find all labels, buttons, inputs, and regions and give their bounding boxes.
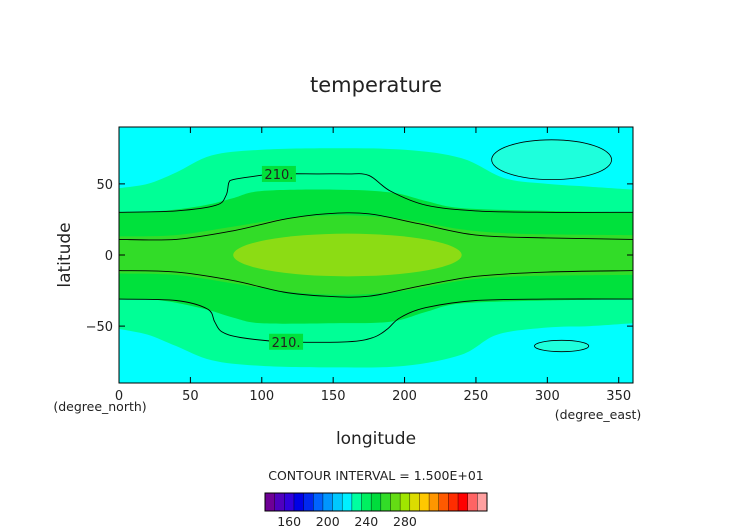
colorbar-swatch-2 (274, 493, 285, 511)
colorbar-swatch-23 (477, 493, 488, 511)
contour-interval-note: CONTOUR INTERVAL = 1.500E+01 (268, 468, 484, 483)
contour-label-bg-1 (261, 165, 296, 182)
colorbar-swatch-10 (351, 493, 362, 511)
contour-label-2: 210. (272, 336, 301, 351)
colorbar-swatch-7 (322, 493, 333, 511)
x-tick-label-50: 50 (182, 389, 199, 404)
contour-line-225-south (119, 270, 633, 298)
colorbar-label-280: 280 (393, 514, 417, 529)
x-axis-ticks: 0 50 100 150 200 250 300 350 (115, 127, 631, 404)
shade-core-240-255 (233, 233, 462, 277)
x-tick-label-200: 200 (392, 389, 417, 404)
x-tick-label-100: 100 (249, 389, 274, 404)
contour-line-210-south (119, 298, 633, 343)
y-axis-unit: (degree_north) (53, 399, 146, 414)
cold-cell-2 (534, 339, 590, 353)
x-tick-label-250: 250 (464, 389, 489, 404)
y-axis-label: latitude (55, 222, 75, 287)
colorbar-swatch-11 (361, 493, 372, 511)
colorbar-swatch-21 (458, 493, 468, 511)
colorbar-swatch-12 (371, 493, 382, 511)
colorbar-swatch-16 (409, 493, 420, 511)
x-tick-label-150: 150 (321, 389, 346, 404)
colorbar-swatch-17 (419, 493, 430, 511)
colorbar-swatch-19 (438, 493, 449, 511)
colorbar-swatch-1 (265, 493, 275, 511)
cold-cell-1 (491, 139, 612, 181)
colorbar-swatch-15 (400, 493, 411, 511)
colorbar-swatch-5 (303, 493, 314, 511)
x-axis-label: longitude (336, 429, 416, 449)
colorbar-swatch-14 (390, 493, 401, 511)
contour-field: 210. 210. (119, 127, 633, 383)
chart-title: temperature (310, 73, 442, 97)
contour-label-bg-2 (269, 333, 304, 350)
colorbar-frame (264, 492, 488, 512)
contour-label-1: 210. (264, 168, 293, 183)
colorbar-swatch-3 (284, 493, 295, 511)
x-tick-label-0: 0 (115, 389, 123, 404)
x-tick-label-300: 300 (535, 389, 560, 404)
y-axis-ticks: −50 0 50 (86, 178, 633, 335)
x-tick-label-350: 350 (606, 389, 631, 404)
contour-line-225-north (119, 212, 633, 241)
colorbar: 160 200 240 280 (264, 492, 488, 529)
x-axis-unit: (degree_east) (555, 407, 642, 422)
colorbar-label-160: 160 (277, 514, 301, 529)
y-tick-label--50: −50 (86, 320, 113, 335)
y-tick-label-0: 0 (105, 249, 113, 264)
colorbar-swatch-6 (313, 493, 324, 511)
colorbar-swatch-9 (342, 493, 353, 511)
colorbar-swatch-4 (293, 493, 304, 511)
contour-line-210-north (119, 173, 633, 213)
plot-area: 210. 210. (118, 126, 634, 384)
colorbar-label-200: 200 (316, 514, 340, 529)
colorbar-label-240: 240 (354, 514, 378, 529)
colorbar-swatch-13 (380, 493, 391, 511)
colorbar-swatch-20 (448, 493, 459, 511)
colorbar-swatch-8 (332, 493, 343, 511)
colorbar-swatch-22 (467, 493, 478, 511)
colorbar-swatch-18 (429, 493, 440, 511)
y-tick-label-50: 50 (96, 178, 113, 193)
